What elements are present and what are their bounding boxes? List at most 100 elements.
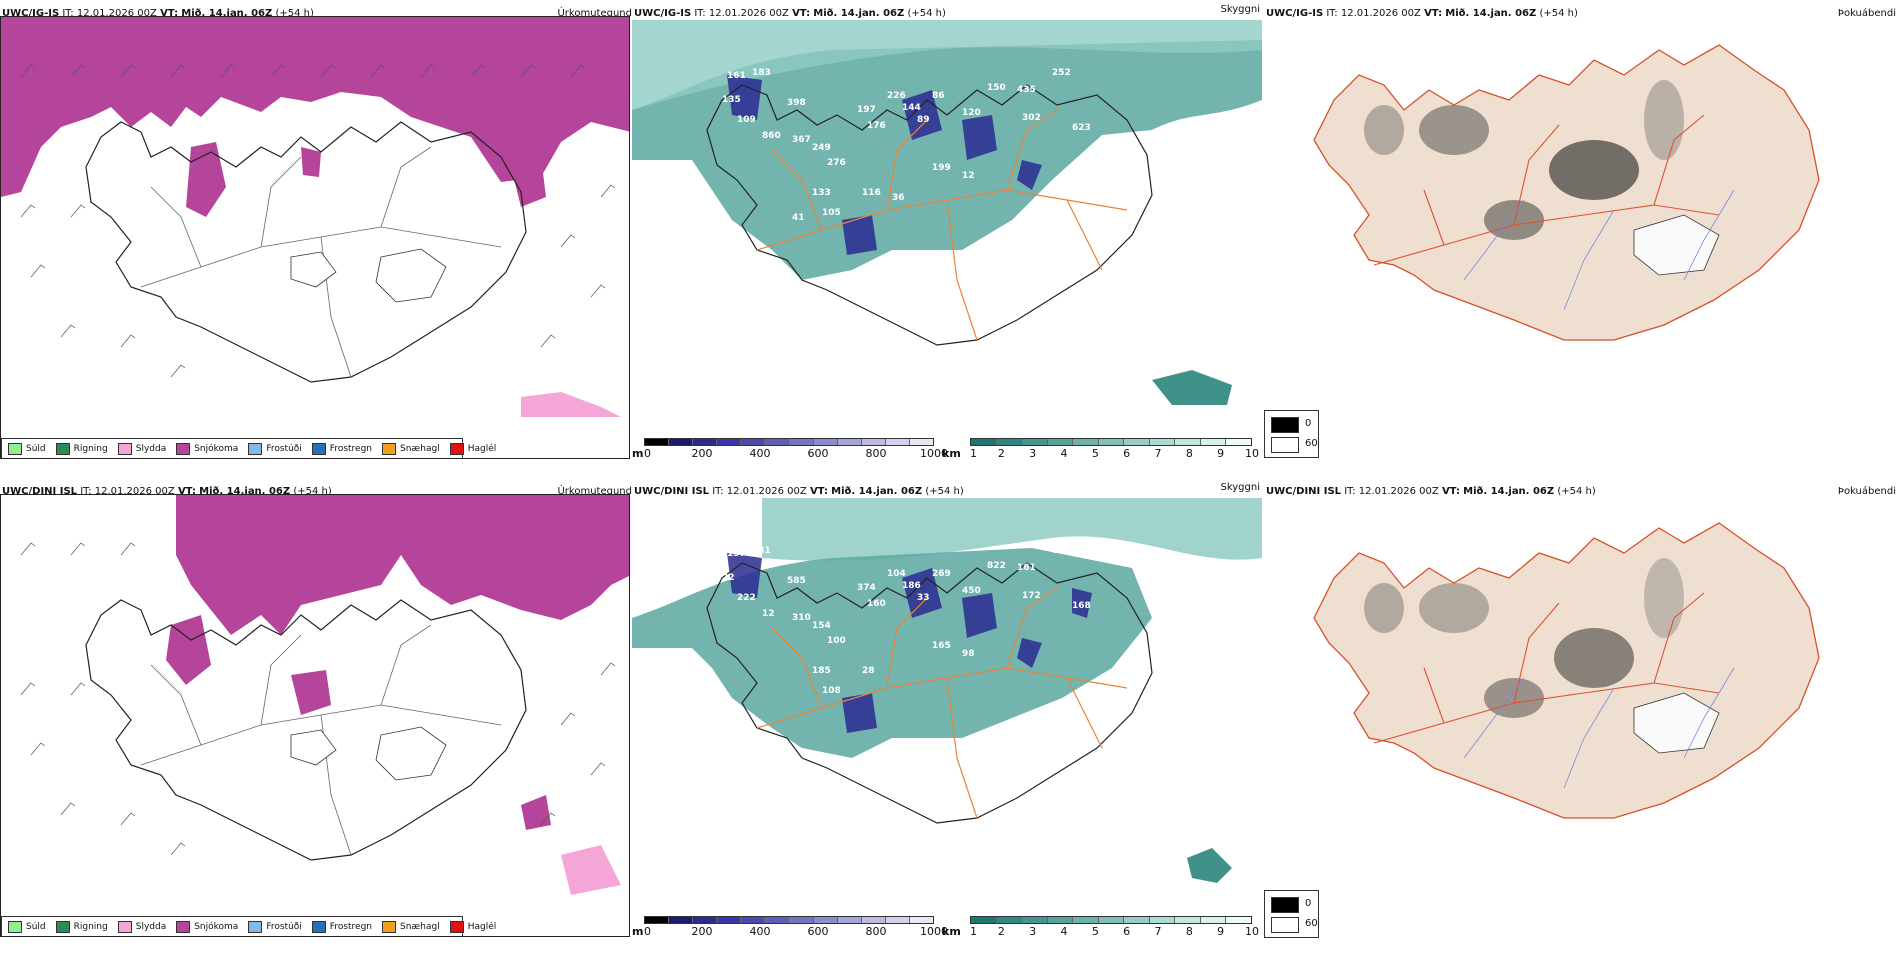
colorbar-segment	[741, 439, 766, 445]
legend-item: Rigning	[55, 443, 108, 455]
row-ig-is: UWC/IG-IS IT: 12.01.2026 00Z VT: Mið. 14…	[0, 0, 1900, 475]
colorbar-segment	[1124, 917, 1150, 923]
colorbar-segment	[1200, 917, 1227, 923]
panel-header: UWC/DINI ISL IT: 12.01.2026 00Z VT: Mið.…	[1266, 486, 1896, 497]
colorbar-tick-label: 9	[1217, 447, 1225, 460]
visibility-value: 197	[857, 105, 876, 115]
visibility-value: 41	[792, 213, 805, 223]
colorbar-tick-label: 200	[691, 447, 713, 460]
legend-item: Snjókoma	[176, 443, 238, 455]
legend-item: Haglél	[449, 921, 496, 933]
coastline	[85, 599, 527, 861]
panel-title: Úrkomutegund	[557, 8, 632, 19]
visibility-value: 226	[887, 91, 906, 101]
road-network	[140, 146, 502, 378]
visibility-value: 435	[1017, 85, 1036, 95]
visibility-value: 150	[987, 83, 1006, 93]
colorbar-tick-label: 8	[1185, 447, 1193, 460]
precip-type-panel: UWC/DINI ISL IT: 12.01.2026 00Z VT: Mið.…	[0, 478, 636, 953]
colorbar-segment	[1226, 439, 1252, 445]
visibility-value: 108	[822, 686, 841, 696]
snow-area	[186, 142, 226, 217]
colorbar-segment	[789, 917, 814, 923]
colorbar-segment	[885, 439, 910, 445]
panel-title: Þokuábendi	[1837, 8, 1896, 19]
visibility-value: 28	[862, 666, 875, 676]
colorbar-segment	[885, 917, 910, 923]
cloudbase-colorbar: m 0 200 400 600 800 1000	[632, 438, 948, 460]
row-dini-isl: UWC/DINI ISL IT: 12.01.2026 00Z VT: Mið.…	[0, 478, 1900, 953]
precip-type-panel: UWC/IG-IS IT: 12.01.2026 00Z VT: Mið. 14…	[0, 0, 636, 475]
cloudbase-colorbar: m 0 200 400 600 800 1000	[632, 916, 948, 938]
visibility-value: 116	[862, 188, 881, 198]
legend-item: Frostregn	[311, 921, 372, 933]
snow-area	[176, 495, 629, 635]
colorbar-segment	[837, 917, 862, 923]
precip-legend: Súld Rigning Slydda Snjókoma Frostúði Fr…	[1, 916, 496, 936]
panel-header: UWC/DINI ISL IT: 12.01.2026 00Z VT: Mið.…	[2, 486, 632, 497]
colorbar-tick-label: 1000	[920, 925, 948, 938]
snow-area	[166, 615, 211, 685]
visibility-value: 165	[932, 641, 951, 651]
colorbar-tick-label: 10	[1245, 447, 1259, 460]
colorbar-tick-label: 4	[1060, 925, 1068, 938]
legend-item: Frostúði	[248, 443, 302, 455]
low-visibility-area	[632, 548, 1152, 758]
visibility-value: 623	[1072, 123, 1091, 133]
colorbar-tick-label: 4	[1060, 447, 1068, 460]
colorbar-tick-label: 1	[970, 447, 977, 460]
precip-legend: Súld Rigning Slydda Snjókoma Frostúði Fr…	[1, 438, 496, 458]
visibility-panel: UWC/DINI ISL IT: 12.01.2026 00Z VT: Mið.…	[632, 478, 1264, 953]
vt-label: VT:	[160, 8, 179, 19]
visibility-value: 870	[1052, 546, 1071, 556]
colorbar-tick-label: 1000	[920, 447, 948, 460]
colorbar-segment	[909, 917, 933, 923]
it-label: IT:	[62, 8, 74, 19]
legend-item: Súld	[8, 443, 46, 455]
map-frame: Súld Rigning Slydda Snjókoma Frostúði Fr…	[0, 494, 630, 937]
colorbar-segment	[1047, 917, 1074, 923]
coastline	[706, 562, 1153, 824]
colorbar-segment	[1149, 917, 1176, 923]
legend-item: Snæhagl	[382, 921, 440, 933]
colorbar-segment	[837, 439, 862, 445]
colorbar-tick-label: 8	[1185, 925, 1193, 938]
visibility-value: 185	[812, 666, 831, 676]
valid-time: Mið. 14.jan. 06Z	[181, 8, 273, 19]
model-name: UWC/IG-IS	[2, 8, 60, 19]
colorbar-segment	[996, 439, 1023, 445]
snow-area	[511, 157, 546, 207]
visibility-value: 199	[932, 163, 951, 173]
colorbar-segment	[1175, 917, 1201, 923]
snow-area	[301, 147, 321, 177]
colorbar-segment	[693, 917, 718, 923]
fog-panel: UWC/DINI ISL IT: 12.01.2026 00Z VT: Mið.…	[1264, 478, 1900, 953]
visibility-value: 105	[822, 208, 841, 218]
visibility-value: 172	[1022, 591, 1041, 601]
visibility-value: 120	[962, 108, 981, 118]
panel-title: Skyggni	[1220, 4, 1260, 15]
colorbar-segment	[717, 439, 742, 445]
wind-barbs	[20, 542, 616, 856]
low-visibility-area	[632, 40, 1262, 280]
visibility-value: 222	[737, 593, 756, 603]
road-network	[756, 109, 1128, 341]
cloudbase-area	[727, 553, 1092, 733]
colorbar-segment	[971, 439, 997, 445]
visibility-value: 585	[787, 576, 806, 586]
visibility-value: 98	[962, 649, 975, 659]
colorbar-tick-label: 3	[1029, 925, 1037, 938]
precip-type-map	[20, 495, 629, 895]
river-network	[1463, 667, 1735, 789]
visibility-value: 154	[812, 621, 831, 631]
visibility-colorbar: km 1 2 3 4 5 6 7 8 9 10	[942, 438, 1264, 460]
colorbar-segment	[765, 917, 790, 923]
fog-legend: 0 60	[1264, 410, 1319, 458]
visibility-value: 135	[722, 95, 741, 105]
glacier	[290, 251, 337, 288]
river-network	[1463, 189, 1735, 311]
visibility-value: 367	[792, 135, 811, 145]
colorbar-segment	[645, 439, 670, 445]
low-visibility-area	[632, 20, 1262, 110]
